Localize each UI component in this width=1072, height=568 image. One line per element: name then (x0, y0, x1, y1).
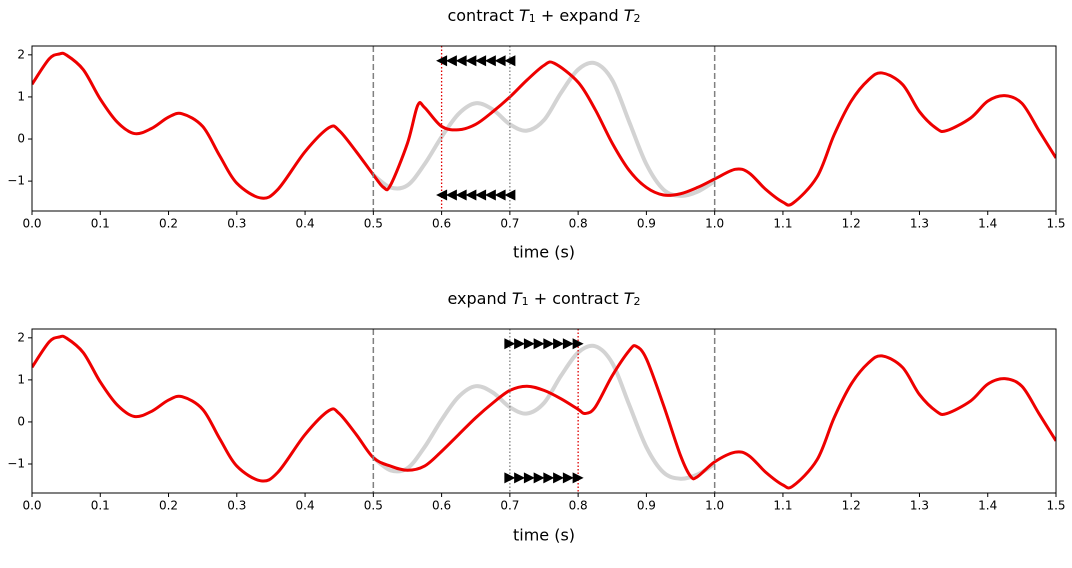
x-tick-label: 0.3 (227, 499, 246, 513)
title-part: + expand (536, 6, 624, 25)
x-tick-label: 1.5 (1046, 499, 1065, 513)
x-tick-label: 1.4 (978, 499, 997, 513)
arrow-marker (465, 189, 477, 201)
title-part: + contract (529, 289, 624, 308)
axes-frame (31, 328, 1057, 494)
y-tick-label: 2 (17, 47, 25, 61)
chart-title: expand T1 + contract T2 (447, 289, 640, 308)
x-tick-label: 1.2 (842, 499, 861, 513)
arrow-marker (455, 189, 467, 201)
arrow-marker (445, 189, 457, 201)
x-axis-label: time (s) (513, 243, 575, 262)
arrow-marker (494, 189, 506, 201)
arrow-marker (455, 55, 467, 67)
arrow-marker (572, 338, 584, 350)
arrow-marker (504, 472, 516, 484)
y-tick-label: 1 (17, 89, 25, 103)
x-tick-label: 0.1 (91, 217, 110, 231)
arrow-marker (445, 55, 457, 67)
arrow-marker (504, 338, 516, 350)
x-tick-label: 1.3 (910, 499, 929, 513)
title-part: T (624, 6, 635, 25)
arrow-marker (484, 55, 496, 67)
arrow-marker (523, 472, 535, 484)
signal-line (32, 334, 1056, 490)
arrow-marker (465, 55, 477, 67)
title-part: T (512, 289, 523, 308)
x-tick-label: 0.3 (227, 217, 246, 231)
x-tick-label: 1.0 (705, 499, 724, 513)
arrow-marker (572, 472, 584, 484)
x-tick-label: 0.4 (296, 217, 315, 231)
title-part: 1 (522, 295, 529, 308)
y-tick-label: −1 (7, 174, 25, 188)
arrow-marker (562, 472, 574, 484)
x-tick-label: 1.0 (705, 217, 724, 231)
x-tick-label: 0.6 (432, 499, 451, 513)
arrow-marker (553, 338, 565, 350)
arrow-marker (436, 55, 448, 67)
x-tick-label: 1.2 (842, 217, 861, 231)
x-tick-label: 1.1 (773, 217, 792, 231)
x-tick-label: 1.5 (1046, 217, 1065, 231)
x-tick-label: 0.4 (296, 499, 315, 513)
axes-frame (31, 45, 1057, 212)
title-part: 1 (529, 12, 536, 25)
title-part: T (519, 6, 530, 25)
x-tick-label: 0.5 (364, 499, 383, 513)
arrow-marker (504, 55, 516, 67)
x-tick-label: 0.5 (364, 217, 383, 231)
plot-area (32, 329, 1056, 493)
x-tick-label: 0.1 (91, 499, 110, 513)
arrow-marker (475, 55, 487, 67)
x-tick-label: 0.9 (637, 217, 656, 231)
title-part: 2 (634, 12, 641, 25)
x-tick-label: 0.7 (500, 217, 519, 231)
signal-line (372, 343, 716, 481)
x-tick-label: 1.3 (910, 217, 929, 231)
arrow-marker (533, 338, 545, 350)
arrow-marker (484, 189, 496, 201)
plot-area (32, 46, 1056, 211)
arrow-marker (504, 189, 516, 201)
x-tick-label: 0.2 (159, 217, 178, 231)
title-part: T (624, 289, 635, 308)
x-tick-label: 0.8 (569, 217, 588, 231)
signal-line (372, 60, 716, 198)
x-axis-label: time (s) (513, 526, 575, 545)
arrow-marker (475, 189, 487, 201)
arrow-marker (514, 472, 526, 484)
y-tick-label: 2 (17, 330, 25, 344)
arrow-marker (553, 472, 565, 484)
title-part: 2 (634, 295, 641, 308)
y-tick-label: −1 (7, 456, 25, 470)
arrow-marker (543, 338, 555, 350)
arrow-marker (533, 472, 545, 484)
x-tick-label: 0.8 (569, 499, 588, 513)
arrow-marker (543, 472, 555, 484)
chart-title: contract T1 + expand T2 (447, 6, 640, 25)
x-tick-label: 0.2 (159, 499, 178, 513)
title-part: expand (447, 289, 511, 308)
y-tick-label: 0 (17, 132, 25, 146)
arrow-marker (523, 338, 535, 350)
x-tick-label: 0.9 (637, 499, 656, 513)
y-tick-label: 0 (17, 414, 25, 428)
x-tick-label: 1.1 (773, 499, 792, 513)
arrow-marker (562, 338, 574, 350)
signal-line (32, 51, 1056, 207)
x-tick-label: 0.7 (500, 499, 519, 513)
x-tick-label: 0.6 (432, 217, 451, 231)
y-tick-label: 1 (17, 372, 25, 386)
title-part: contract (447, 6, 519, 25)
x-tick-label: 0.0 (22, 499, 41, 513)
arrow-marker (436, 189, 448, 201)
x-tick-label: 1.4 (978, 217, 997, 231)
arrow-marker (494, 55, 506, 67)
x-tick-label: 0.0 (22, 217, 41, 231)
arrow-marker (514, 338, 526, 350)
